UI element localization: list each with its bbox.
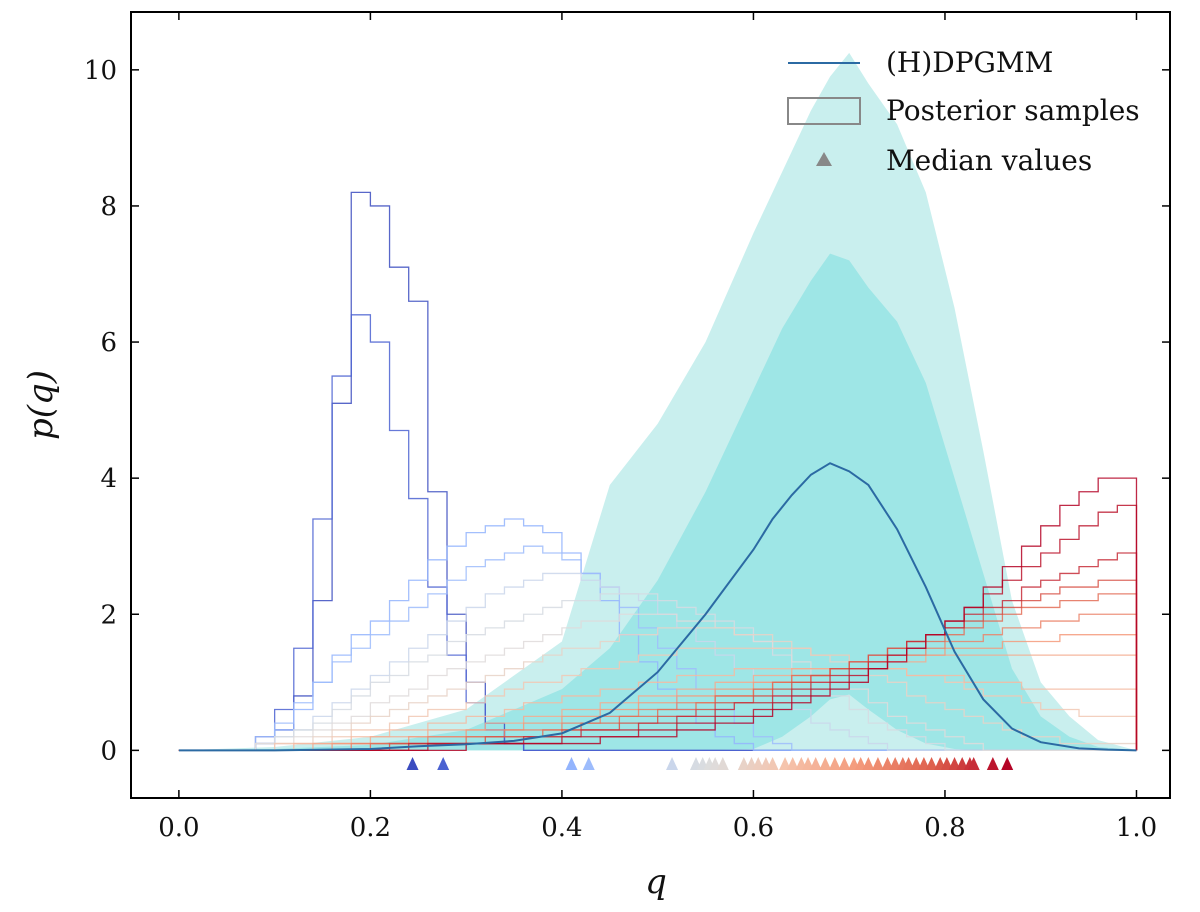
median-marker-25 <box>862 757 875 770</box>
median-marker-35 <box>940 757 953 770</box>
posterior-sample-histogram-14 <box>178 579 1138 752</box>
y-tick-label-0: 0 <box>100 736 117 766</box>
posterior-sample-histogram-3 <box>178 545 1137 752</box>
legend: (H)DPGMM Posterior samples Median values <box>787 46 1140 177</box>
median-marker-37 <box>956 757 969 770</box>
y-tick-label-3: 6 <box>100 328 117 358</box>
legend-entry-posterior-samples: Posterior samples <box>886 94 1140 127</box>
posterior-sample-histogram-5 <box>178 593 1137 752</box>
y-tick-label-4: 8 <box>100 192 117 222</box>
hdpgmm-median-curve <box>178 462 1137 752</box>
x-tick-label-1: 0.2 <box>350 813 391 843</box>
median-marker-3 <box>582 757 595 770</box>
legend-entry-hdpgmm: (H)DPGMM <box>886 46 1053 79</box>
median-marker-28 <box>889 757 902 770</box>
median-marker-31 <box>910 757 923 770</box>
median-marker-8 <box>709 757 722 770</box>
plot-area <box>178 52 1138 770</box>
plot-frame <box>130 11 1171 799</box>
legend-triangle-swatch <box>816 152 832 166</box>
median-marker-9 <box>716 757 729 770</box>
median-marker-18 <box>802 757 815 770</box>
median-marker-26 <box>871 757 884 770</box>
legend-entry-median-values: Median values <box>886 144 1092 177</box>
x-tick-label-2: 0.4 <box>541 813 582 843</box>
median-marker-33 <box>925 757 938 770</box>
median-marker-27 <box>881 757 894 770</box>
median-marker-30 <box>902 757 915 770</box>
y-tick-label-5: 10 <box>84 56 117 86</box>
x-tick-label-0: 0.0 <box>158 813 199 843</box>
x-axis-label: q <box>645 862 667 902</box>
median-marker-1 <box>437 757 450 770</box>
median-marker-2 <box>565 757 578 770</box>
x-tick-label-5: 1.0 <box>1116 813 1157 843</box>
median-marker-15 <box>779 757 792 770</box>
posterior-sample-histogram-17 <box>178 477 1138 752</box>
median-marker-32 <box>917 757 930 770</box>
median-marker-41 <box>1001 757 1014 770</box>
median-marker-12 <box>752 757 765 770</box>
median-marker-0 <box>406 757 419 770</box>
posterior-sample-histogram-6 <box>178 613 1137 752</box>
y-tick-label-2: 4 <box>100 464 117 494</box>
median-marker-24 <box>854 757 867 770</box>
median-marker-10 <box>737 757 750 770</box>
median-marker-16 <box>786 757 799 770</box>
legend-rect-swatch <box>787 97 861 125</box>
median-marker-40 <box>986 757 999 770</box>
posterior-sample-histogram-8 <box>178 647 1138 752</box>
median-marker-21 <box>828 757 841 770</box>
posterior-sample-histogram-15 <box>178 552 1138 752</box>
axes-ticks: 0.0 0.2 0.4 0.6 0.8 1.0 0 2 4 6 8 10 <box>84 12 1170 843</box>
y-axis-label: p(q) <box>21 370 61 440</box>
median-marker-20 <box>819 757 832 770</box>
credible-band-68 <box>178 253 1137 751</box>
median-marker-19 <box>809 757 822 770</box>
posterior-sample-histogram-7 <box>178 627 1138 752</box>
median-marker-36 <box>948 757 961 770</box>
posterior-sample-histogram-4 <box>178 572 1137 752</box>
median-marker-22 <box>838 757 851 770</box>
y-tick-label-1: 2 <box>100 600 117 630</box>
median-marker-14 <box>766 757 779 770</box>
x-tick-label-4: 0.8 <box>924 813 965 843</box>
median-marker-4 <box>666 757 679 770</box>
x-tick-label-3: 0.6 <box>733 813 774 843</box>
median-marker-39 <box>967 757 980 770</box>
